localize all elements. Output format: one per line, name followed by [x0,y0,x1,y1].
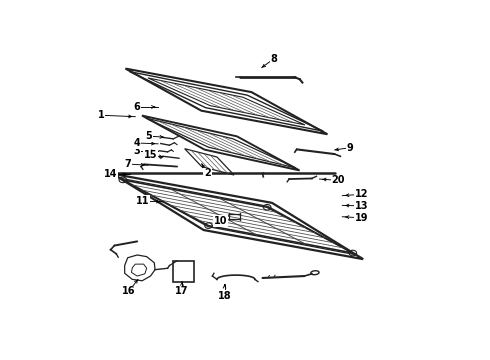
Text: 3: 3 [134,146,141,156]
Text: 11: 11 [136,196,149,206]
Text: 9: 9 [346,143,353,153]
Text: 18: 18 [218,291,231,301]
Text: 16: 16 [122,286,136,296]
Text: 4: 4 [134,138,141,148]
Text: 6: 6 [134,102,141,112]
Text: 12: 12 [354,189,368,199]
Text: 19: 19 [354,213,368,223]
Text: 1: 1 [98,110,104,120]
Text: 15: 15 [144,150,157,161]
Text: 13: 13 [354,201,368,211]
Text: 7: 7 [124,159,131,169]
Text: 10: 10 [214,216,227,226]
Text: 5: 5 [145,131,152,141]
Text: 14: 14 [104,169,118,179]
Text: 17: 17 [175,286,189,296]
Text: 20: 20 [332,175,345,185]
Text: 2: 2 [204,168,211,179]
Text: 8: 8 [270,54,277,64]
